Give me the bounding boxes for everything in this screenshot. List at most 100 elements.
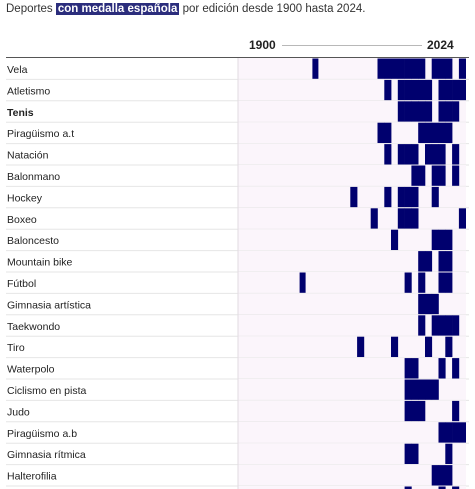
medal-cell <box>425 251 433 272</box>
row-track <box>238 336 466 358</box>
sport-label: Tiro <box>7 342 25 354</box>
sport-label: Gimnasia artística <box>7 299 91 311</box>
sport-row <box>238 486 466 489</box>
medal-cell <box>452 315 460 336</box>
row-track <box>238 122 466 144</box>
medal-cell <box>431 465 439 486</box>
medal-cell <box>411 208 419 229</box>
medal-cell <box>438 422 446 443</box>
medal-cell <box>418 165 426 186</box>
medal-cell <box>431 58 439 79</box>
row-track <box>238 400 466 422</box>
row-track <box>238 464 466 486</box>
row-track <box>238 165 466 187</box>
year-start-label: 1900 <box>249 38 276 52</box>
sport-label: Halterofilia <box>7 471 57 483</box>
medal-cell <box>445 101 453 122</box>
sport-label: Boxeo <box>7 214 37 226</box>
medal-cell <box>425 122 433 144</box>
medal-cell <box>418 293 426 315</box>
medal-cell <box>404 358 412 379</box>
medal-cell <box>404 486 412 489</box>
medal-cell <box>425 144 433 165</box>
medal-cell <box>452 165 460 186</box>
medal-cell <box>425 379 433 400</box>
medal-cell <box>418 101 426 122</box>
medal-cell <box>384 122 392 144</box>
medal-cell <box>438 79 446 101</box>
medal-cell <box>438 465 446 486</box>
medal-cell <box>418 400 426 422</box>
medal-cell <box>445 122 453 144</box>
medal-cell <box>384 144 392 165</box>
medal-cell <box>425 293 433 315</box>
sport-row: Atletismo <box>6 79 469 102</box>
medal-cell <box>445 229 453 251</box>
medal-cell <box>391 336 399 358</box>
medal-cell <box>452 422 460 443</box>
row-track <box>238 421 466 444</box>
medal-cell <box>425 101 433 122</box>
medal-cell <box>438 101 446 122</box>
medal-cell <box>431 379 439 400</box>
medal-cell <box>458 79 466 101</box>
medal-cell <box>350 186 358 208</box>
medal-cell <box>431 229 439 251</box>
medal-cell <box>431 144 439 165</box>
medal-cell <box>411 101 419 122</box>
year-axis-line <box>282 45 422 46</box>
medal-cell <box>397 79 405 101</box>
medal-cell <box>418 272 426 293</box>
medal-cell <box>411 58 419 79</box>
row-track <box>238 314 466 337</box>
medal-cell <box>445 315 453 336</box>
medal-cell <box>404 272 412 293</box>
medal-cell <box>299 272 306 293</box>
medal-cell <box>445 79 453 101</box>
row-track <box>238 250 466 272</box>
medal-cell <box>431 186 439 208</box>
medal-heatmap: Vela Atletismo Tenis Piragüismo a.t Natación… <box>6 58 469 489</box>
medal-cell <box>404 186 412 208</box>
row-track <box>238 486 466 489</box>
sport-row: Mountain bike <box>6 250 469 273</box>
sport-label: Taekwondo <box>7 321 60 333</box>
sport-label: Hockey <box>7 192 43 204</box>
medal-cell <box>391 229 399 251</box>
medal-cell <box>438 251 446 272</box>
medal-cell <box>397 144 405 165</box>
medal-cell <box>438 58 446 79</box>
sport-row: Gimnasia rítmica <box>6 443 469 466</box>
medal-cell <box>452 101 460 122</box>
sport-label: Mountain bike <box>7 257 73 269</box>
medal-cell <box>445 443 453 465</box>
sport-label: Atletismo <box>7 85 50 97</box>
medal-cell <box>452 144 460 165</box>
medal-cell <box>431 293 439 315</box>
medal-cell <box>418 122 426 144</box>
medal-cell <box>452 400 460 422</box>
medal-cell <box>384 58 392 79</box>
sport-label: Balonmano <box>7 171 60 183</box>
medal-cell <box>411 379 419 400</box>
sport-label: Natación <box>7 150 49 162</box>
medal-cell <box>397 186 405 208</box>
medal-cell <box>452 358 460 379</box>
medal-cell <box>370 208 378 229</box>
medal-cell <box>431 165 439 186</box>
sport-label: Tenis <box>7 107 34 119</box>
medal-cell <box>458 422 466 443</box>
medal-cell <box>312 58 319 79</box>
sport-label: Waterpolo <box>7 364 55 376</box>
subtitle-text-after: por edición desde 1900 hasta 2024. <box>179 3 366 15</box>
row-track <box>238 357 466 379</box>
row-track <box>238 207 466 230</box>
sport-label: Judo <box>7 406 30 418</box>
medal-cell <box>404 58 412 79</box>
sport-label: Piragüismo a.b <box>7 428 77 440</box>
medal-cell <box>445 422 453 443</box>
medal-cell <box>438 122 446 144</box>
medal-cell <box>418 315 426 336</box>
chart-top-rule <box>6 57 469 58</box>
medal-cell <box>445 251 453 272</box>
